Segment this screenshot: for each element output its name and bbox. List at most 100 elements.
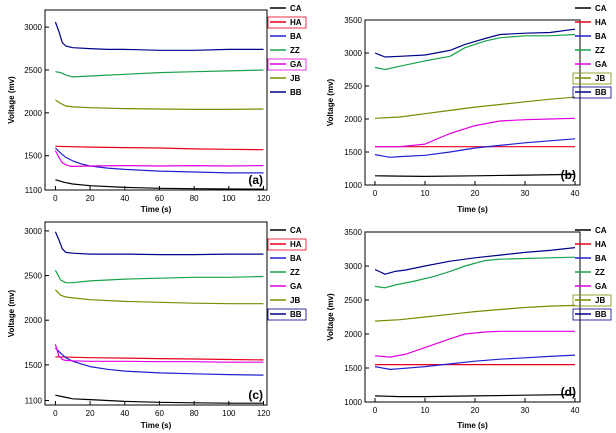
x-tick-label: 100 [222,194,236,203]
legend-label-GA: GA [290,60,302,69]
panel-label: (d) [561,385,576,399]
y-tick-label: 1500 [344,148,362,157]
y-tick-label: 2000 [24,316,42,325]
legend-box [572,294,612,307]
panel-b: 0 10 20 30 40 1000 1500 2000 2500 3000 3500 Time (s… [326,4,612,214]
legend-label-BB: BB [290,88,302,97]
series-line-JB [54,289,264,305]
series-line-BA [54,147,264,174]
legend-box [267,58,307,71]
legend-label-JB: JB [290,296,300,305]
y-axis-label: Voltage (mv) [326,78,335,126]
series-line-HA [55,356,264,361]
legend-box [267,238,307,251]
legend-label-JB: JB [595,296,605,305]
series-line-CA [55,394,264,404]
legend-label-GA: GA [595,60,607,69]
panel-a: 0 20 40 60 80 100 120 1100 1500 2000 2500 3000 Time … [7,4,307,214]
panel-label: (c) [248,388,263,402]
legend-label-GA: GA [595,282,607,291]
x-tick-label: 20 [471,189,480,198]
series-line-CA [374,393,576,398]
legend-label-BA: BA [290,32,302,41]
series-line-CA [55,179,264,190]
x-tick-label: 0 [373,189,378,198]
x-tick-label: 60 [155,194,164,203]
plot-frame [44,221,268,406]
x-tick-label: 20 [86,194,95,203]
series-line-BB [374,28,576,58]
y-tick-label: 2500 [344,82,362,91]
y-axis-label: Voltage (mv) [326,293,335,341]
y-tick-label: 1100 [25,186,43,195]
x-tick-label: 20 [471,406,480,415]
y-tick-label: 3000 [344,262,362,271]
series-line-JB [55,99,264,111]
legend-label-BA: BA [595,32,607,41]
series-line-GA [375,117,576,148]
series-line-HA [55,145,264,151]
y-tick-label: 1000 [344,181,362,190]
series-line-ZZ [54,269,264,284]
x-tick-label: 120 [257,194,271,203]
legend-label-BB: BB [290,310,302,319]
y-tick-label: 1500 [24,152,42,161]
x-tick-label: 0 [53,409,58,418]
y-axis-label: Voltage (mv) [7,289,16,337]
legend-label-BB: BB [595,88,607,97]
series-line-JB [374,304,576,322]
x-tick-label: 80 [190,409,199,418]
panel-label: (b) [561,168,576,182]
series-line-CA [374,173,576,177]
legend-label-CA: CA [290,226,302,235]
legend-box [267,308,307,321]
y-tick-label: 2000 [344,330,362,339]
y-axis-label: Voltage (mv) [7,76,16,124]
legend-label-BA: BA [290,254,302,263]
y-tick-label: 2000 [344,115,362,124]
series-line-BB [54,21,264,51]
series-line-GA [54,150,264,167]
legend-label-HA: HA [595,240,607,249]
y-tick-label: 3500 [344,228,362,237]
y-tick-label: 3500 [344,16,362,25]
legend-box [572,86,612,99]
y-tick-label: 2500 [344,296,362,305]
series-line-BA [374,354,576,370]
legend-label-HA: HA [595,18,607,27]
x-tick-label: 80 [190,194,199,203]
plot-frame [44,9,268,191]
y-tick-label: 1100 [25,397,43,406]
series-line-GA [54,344,264,363]
y-tick-label: 1000 [344,398,362,407]
legend-label-HA: HA [290,18,302,27]
y-tick-label: 2000 [24,109,42,118]
panel-c: 0 20 40 60 80 100 120 1100 1500 2000 2500 3000 Time … [7,221,307,430]
series-line-GA [374,330,575,358]
x-axis-label: Time (s) [457,205,488,214]
series-line-BB [374,247,576,275]
x-tick-label: 30 [521,406,530,415]
legend-box [572,72,612,85]
y-tick-label: 2500 [24,66,42,75]
x-tick-label: 10 [421,189,430,198]
plot-frame [364,19,581,186]
series-line-ZZ [374,33,576,71]
series-line-ZZ [55,69,264,78]
x-axis-label: Time (s) [141,205,172,214]
series-line-BA [374,138,576,158]
x-tick-label: 20 [86,409,95,418]
series-line-ZZ [374,256,576,289]
panel-label: (a) [248,173,263,187]
legend-label-CA: CA [595,226,607,235]
y-tick-label: 3000 [24,23,42,32]
x-tick-label: 0 [373,406,378,415]
x-tick-label: 40 [571,189,580,198]
y-tick-label: 3000 [344,49,362,58]
x-tick-label: 0 [53,194,58,203]
x-axis-label: Time (s) [141,421,172,430]
legend-label-CA: CA [595,4,607,13]
legend-label-ZZ: ZZ [595,46,605,55]
legend-label-ZZ: ZZ [595,268,605,277]
